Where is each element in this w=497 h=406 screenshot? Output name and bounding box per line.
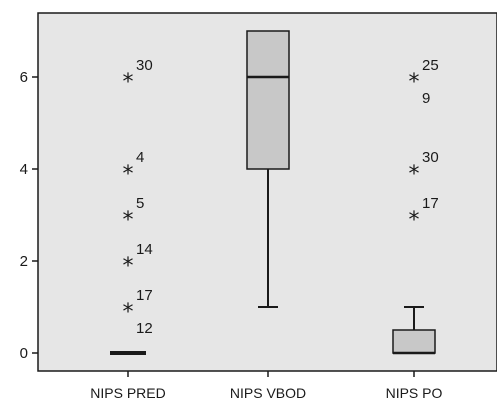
x-category-label: NIPS PRED — [90, 385, 165, 401]
outlier-marker: * — [409, 208, 420, 233]
outlier-label: 25 — [422, 57, 439, 74]
outlier-marker: * — [123, 208, 134, 233]
x-category-label: NIPS PO — [386, 385, 443, 401]
outlier-marker: * — [123, 254, 134, 279]
outlier-marker: * — [123, 70, 134, 95]
outlier-label: 9 — [422, 90, 430, 107]
y-tick-label: 0 — [20, 345, 28, 362]
y-tick-label: 2 — [20, 253, 28, 270]
box — [246, 30, 290, 170]
outlier-marker: * — [123, 162, 134, 187]
outlier-label: 17 — [422, 195, 439, 212]
box — [392, 329, 436, 354]
x-category-label: NIPS VBOD — [230, 385, 306, 401]
outlier-label: 12 — [136, 320, 153, 337]
outlier-marker: * — [123, 300, 134, 325]
outlier-marker: * — [409, 70, 420, 95]
outlier-label: 17 — [136, 287, 153, 304]
outlier-label: 4 — [136, 149, 144, 166]
outlier-label: 14 — [136, 241, 153, 258]
outlier-label: 5 — [136, 195, 144, 212]
outlier-label: 30 — [422, 149, 439, 166]
outlier-marker: * — [409, 162, 420, 187]
y-tick-label: 4 — [20, 161, 28, 178]
y-tick-label: 6 — [20, 69, 28, 86]
outlier-label: 30 — [136, 57, 153, 74]
